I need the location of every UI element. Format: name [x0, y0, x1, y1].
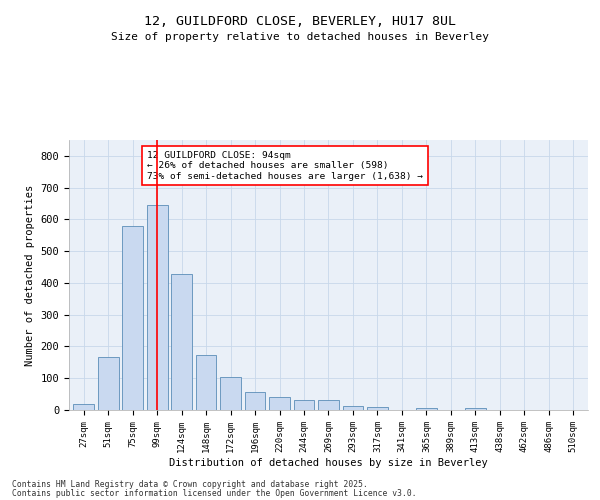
- Text: 12 GUILDFORD CLOSE: 94sqm
← 26% of detached houses are smaller (598)
73% of semi: 12 GUILDFORD CLOSE: 94sqm ← 26% of detac…: [147, 151, 423, 180]
- Bar: [122, 226, 143, 410]
- X-axis label: Distribution of detached houses by size in Beverley: Distribution of detached houses by size …: [169, 458, 488, 468]
- Text: Contains public sector information licensed under the Open Government Licence v3: Contains public sector information licen…: [12, 488, 416, 498]
- Text: 12, GUILDFORD CLOSE, BEVERLEY, HU17 8UL: 12, GUILDFORD CLOSE, BEVERLEY, HU17 8UL: [144, 15, 456, 28]
- Bar: [343, 406, 364, 410]
- Bar: [269, 396, 290, 410]
- Text: Contains HM Land Registry data © Crown copyright and database right 2025.: Contains HM Land Registry data © Crown c…: [12, 480, 368, 489]
- Y-axis label: Number of detached properties: Number of detached properties: [25, 184, 35, 366]
- Bar: [416, 408, 437, 410]
- Bar: [98, 356, 119, 410]
- Bar: [147, 205, 167, 410]
- Bar: [293, 400, 314, 410]
- Bar: [196, 356, 217, 410]
- Bar: [367, 408, 388, 410]
- Text: Size of property relative to detached houses in Beverley: Size of property relative to detached ho…: [111, 32, 489, 42]
- Bar: [220, 378, 241, 410]
- Bar: [245, 392, 265, 410]
- Bar: [318, 400, 339, 410]
- Bar: [465, 408, 486, 410]
- Bar: [73, 404, 94, 410]
- Bar: [171, 274, 192, 410]
